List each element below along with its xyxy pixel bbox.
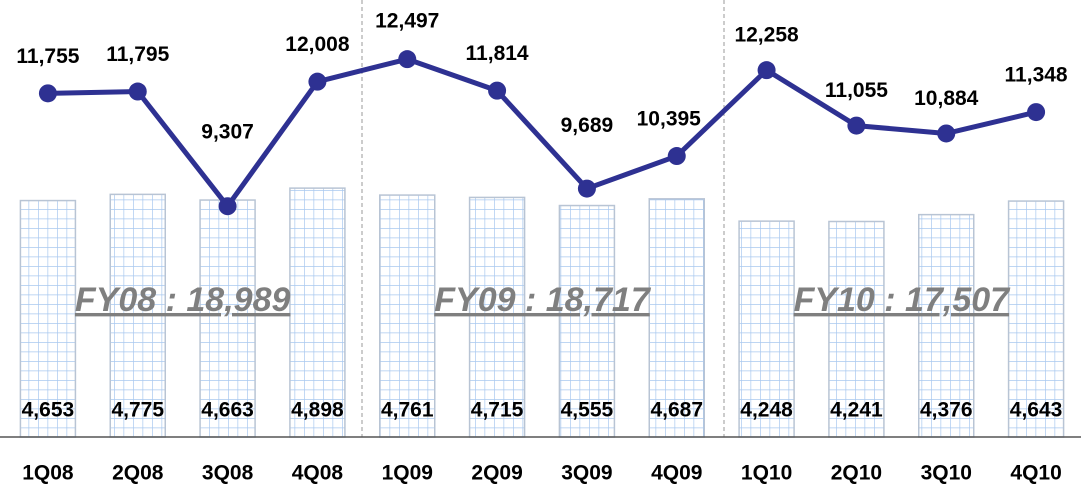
line-value-label: 11,795 [106, 43, 169, 66]
bar [379, 194, 436, 438]
fy-annotation: FY09 : 18,717 [434, 281, 652, 319]
bar-value-label: 4,761 [381, 399, 434, 422]
bar [558, 204, 616, 438]
bar [918, 213, 975, 438]
line-marker [128, 82, 147, 101]
line-value-label: 11,055 [825, 79, 888, 102]
line-value-label: 9,307 [201, 121, 254, 144]
x-tick-label: 4Q09 [651, 462, 702, 485]
line-value-label: 12,008 [285, 33, 350, 56]
bar [109, 193, 166, 438]
line-value-label: 11,755 [16, 45, 79, 68]
line [47, 56, 1037, 209]
x-tick-label: 2Q10 [831, 462, 882, 485]
x-tick-label: 2Q08 [112, 462, 164, 485]
bar [468, 196, 526, 438]
x-tick-label: 3Q10 [921, 462, 972, 485]
line-marker [757, 61, 776, 80]
bar-value-label: 4,715 [471, 399, 524, 422]
fy-annotation: FY10 : 17,507 [794, 281, 1012, 319]
line-value-label: 11,814 [466, 42, 529, 65]
x-tick-label: 1Q10 [741, 462, 792, 485]
x-tick-label: 1Q09 [382, 462, 433, 485]
bar-value-label: 4,643 [1010, 399, 1063, 422]
line-marker [937, 124, 956, 143]
line-marker [398, 50, 417, 69]
line-marker [218, 197, 237, 216]
fy-annotation: FY08 : 18,989 [75, 281, 291, 319]
bar [1007, 200, 1065, 438]
x-tick-label: 4Q10 [1010, 462, 1061, 485]
bar-value-label: 4,653 [22, 399, 75, 422]
line-marker [1027, 103, 1046, 122]
line-value-label: 12,258 [734, 24, 799, 47]
x-tick-label: 1Q08 [22, 462, 74, 485]
bar-value-label: 4,775 [111, 399, 164, 422]
line-marker [38, 84, 57, 103]
line-marker [577, 179, 596, 198]
line-marker [667, 147, 686, 166]
line-value-label: 10,884 [914, 87, 979, 110]
bar-value-label: 4,663 [201, 399, 254, 422]
x-tick-label: 3Q09 [561, 462, 612, 485]
bar-value-label: 4,687 [650, 399, 703, 422]
bar [199, 199, 256, 438]
line-marker [308, 72, 327, 91]
bar-value-label: 4,898 [291, 399, 344, 422]
line-value-label: 12,497 [375, 10, 439, 33]
line-value-label: 10,395 [637, 108, 702, 131]
x-tick-label: 3Q08 [202, 462, 254, 485]
bar-value-label: 4,376 [920, 399, 973, 422]
bar-value-label: 4,248 [740, 399, 793, 422]
bar [19, 199, 77, 438]
line-value-label: 9,689 [561, 114, 614, 137]
x-tick-label: 2Q09 [471, 462, 522, 485]
line-value-label: 11,348 [1005, 64, 1068, 87]
x-tick-label: 4Q08 [292, 462, 344, 485]
line-marker [847, 116, 866, 135]
bar [289, 187, 346, 438]
bar-value-label: 4,555 [561, 399, 614, 422]
bar-value-label: 4,241 [830, 399, 883, 422]
line-marker [488, 81, 507, 100]
